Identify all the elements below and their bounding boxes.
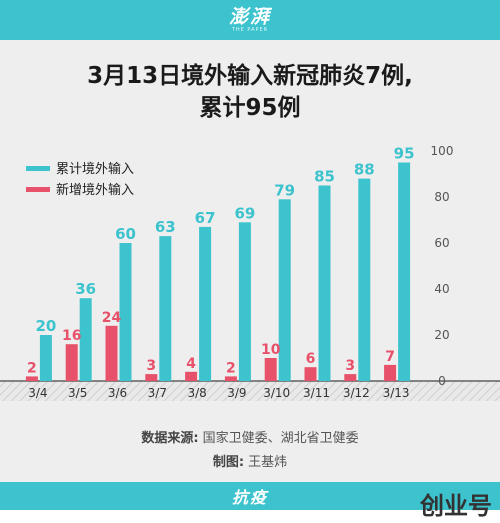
bar-new xyxy=(145,374,158,381)
label-new: 2 xyxy=(226,360,236,376)
label-new: 16 xyxy=(62,328,81,344)
bar-cumulative xyxy=(358,178,371,381)
maker-label: 制图: xyxy=(212,455,245,470)
label-cumulative: 67 xyxy=(195,209,216,227)
bar-new xyxy=(25,376,38,381)
header-band xyxy=(0,0,500,40)
x-tick-label: 3/10 xyxy=(263,386,290,400)
y-tick-label: 40 xyxy=(434,282,449,296)
x-tick-label: 3/12 xyxy=(343,386,370,400)
logo-box: 澎湃 THE PAPER xyxy=(213,5,287,35)
maker-value: 王基炜 xyxy=(248,455,288,470)
bar-new xyxy=(185,371,198,381)
legend-swatch-cumulative xyxy=(26,166,50,171)
chart-title-line1: 3月13日境外输入新冠肺炎7例, xyxy=(87,63,413,89)
data-source: 数据来源: 国家卫健委、湖北省卫健委 xyxy=(0,427,500,446)
label-cumulative: 69 xyxy=(234,204,255,222)
bar-cumulative xyxy=(199,226,212,381)
y-tick-label: 60 xyxy=(434,236,449,250)
label-cumulative: 63 xyxy=(155,218,176,236)
label-cumulative: 95 xyxy=(394,145,415,163)
x-tick-label: 3/8 xyxy=(187,386,206,400)
bottom-banner: 抗疫 xyxy=(0,482,500,510)
bar-cumulative xyxy=(159,236,172,381)
bar-cumulative xyxy=(39,335,52,381)
bar-new xyxy=(304,367,317,381)
logo-subtext: THE PAPER xyxy=(231,27,269,33)
x-tick-label: 3/4 xyxy=(28,386,47,400)
x-tick-label: 3/7 xyxy=(148,386,167,400)
x-tick-label: 3/9 xyxy=(227,386,246,400)
bar-new xyxy=(264,358,277,381)
legend-label-cumulative: 累计境外输入 xyxy=(56,161,134,177)
label-new: 6 xyxy=(306,351,316,367)
watermark: 创业号 xyxy=(420,492,492,520)
label-new: 7 xyxy=(385,349,395,365)
source-value: 国家卫健委、湖北省卫健委 xyxy=(202,431,359,446)
chart-title-line2: 累计95例 xyxy=(199,95,301,121)
bar-cumulative xyxy=(278,199,291,381)
label-new: 3 xyxy=(345,358,355,374)
x-tick-label: 3/5 xyxy=(68,386,87,400)
label-new: 3 xyxy=(146,358,156,374)
bar-chart: 0204060801002023/436163/560243/66333/767… xyxy=(0,144,500,401)
bar-new xyxy=(105,325,118,381)
label-cumulative: 85 xyxy=(314,168,335,186)
brand-logo: 澎湃 THE PAPER xyxy=(0,0,500,40)
chart-maker: 制图: 王基炜 xyxy=(0,451,500,470)
bar-new xyxy=(384,364,397,381)
bar-new xyxy=(224,376,237,381)
x-tick-label: 3/11 xyxy=(303,386,330,400)
x-axis-band xyxy=(0,381,500,401)
label-cumulative: 88 xyxy=(354,161,375,179)
label-cumulative: 60 xyxy=(115,225,136,243)
bottom-banner-text: 抗疫 xyxy=(231,488,268,507)
x-tick-label: 3/13 xyxy=(383,386,410,400)
source-label: 数据来源: xyxy=(141,431,199,446)
label-cumulative: 36 xyxy=(75,280,96,298)
y-tick-label: 0 xyxy=(438,374,446,388)
logo-text: 澎湃 xyxy=(228,6,271,28)
legend-label-new: 新增境外输入 xyxy=(56,182,134,198)
label-new: 2 xyxy=(27,360,37,376)
x-tick-label: 3/6 xyxy=(108,386,127,400)
bar-cumulative xyxy=(238,222,251,381)
label-cumulative: 20 xyxy=(35,317,56,335)
y-tick-label: 100 xyxy=(431,144,454,158)
label-new: 24 xyxy=(102,310,122,326)
bar-cumulative xyxy=(79,298,92,381)
bar-cumulative xyxy=(318,185,331,381)
bar-new xyxy=(344,374,357,381)
y-tick-label: 20 xyxy=(434,328,449,342)
legend-swatch-new xyxy=(26,187,50,192)
label-new: 10 xyxy=(261,342,281,358)
bar-cumulative xyxy=(119,243,132,381)
bottom-strip xyxy=(0,510,500,523)
y-tick-label: 80 xyxy=(434,190,449,204)
label-new: 4 xyxy=(186,356,196,372)
bar-new xyxy=(65,344,78,381)
label-cumulative: 79 xyxy=(274,181,295,199)
bar-cumulative xyxy=(398,162,411,381)
